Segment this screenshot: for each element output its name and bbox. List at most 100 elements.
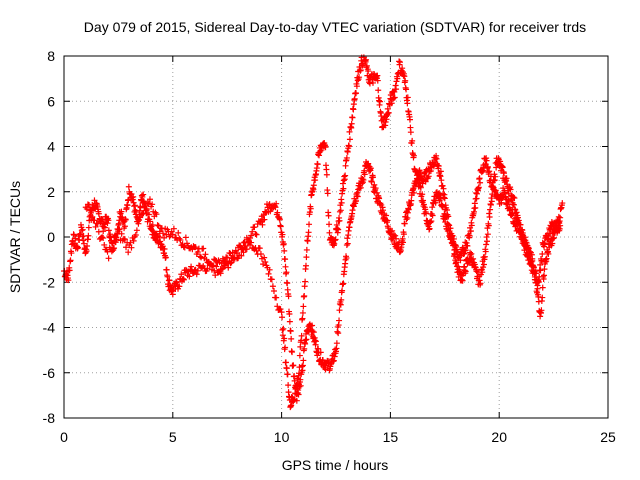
data-point	[262, 209, 269, 216]
data-point	[282, 344, 289, 351]
data-point	[281, 247, 288, 254]
data-point	[71, 232, 78, 239]
data-point	[317, 349, 324, 356]
data-point	[286, 318, 293, 325]
data-point	[404, 214, 411, 221]
data-point	[393, 235, 400, 242]
data-point	[125, 183, 132, 190]
data-point	[541, 266, 548, 273]
data-point	[326, 229, 333, 236]
data-point	[290, 362, 297, 369]
data-point	[298, 332, 305, 339]
data-point	[153, 211, 160, 218]
data-point	[422, 178, 429, 185]
data-point	[342, 162, 349, 169]
data-point	[426, 225, 433, 232]
data-point	[483, 241, 490, 248]
data-point	[374, 77, 381, 84]
y-tick-label: 4	[47, 139, 55, 155]
data-point	[87, 207, 94, 214]
data-point	[92, 223, 99, 230]
data-point	[178, 271, 185, 278]
data-point	[78, 227, 85, 234]
data-point	[323, 171, 330, 178]
data-point	[337, 207, 344, 214]
data-point	[261, 254, 268, 261]
data-point	[157, 238, 164, 245]
data-point	[402, 77, 409, 84]
data-point	[516, 228, 523, 235]
data-point	[497, 167, 504, 174]
data-point	[112, 239, 119, 246]
data-point	[379, 123, 386, 130]
data-point	[282, 256, 289, 263]
data-point	[94, 220, 101, 227]
data-point	[324, 190, 331, 197]
data-point	[455, 263, 462, 270]
data-point	[95, 228, 102, 235]
data-point	[154, 222, 161, 229]
data-point	[468, 222, 475, 229]
data-point	[555, 219, 562, 226]
data-point	[84, 243, 91, 250]
data-point	[156, 228, 163, 235]
data-point	[200, 245, 207, 252]
data-point	[116, 217, 123, 224]
data-point	[101, 241, 108, 248]
data-point	[344, 240, 351, 247]
data-point	[354, 77, 361, 84]
data-point	[353, 83, 360, 90]
data-point	[336, 307, 343, 314]
data-point	[307, 205, 314, 212]
data-point	[427, 219, 434, 226]
data-point	[505, 197, 512, 204]
data-point	[130, 193, 137, 200]
data-point	[387, 228, 394, 235]
data-point	[407, 129, 414, 136]
data-point	[336, 317, 343, 324]
data-point	[161, 234, 168, 241]
data-point	[555, 213, 562, 220]
data-point	[484, 163, 491, 170]
data-point	[336, 217, 343, 224]
data-point	[339, 287, 346, 294]
data-point	[533, 270, 540, 277]
data-point	[433, 155, 440, 162]
data-point	[481, 253, 488, 260]
data-point	[296, 352, 303, 359]
data-point	[256, 245, 263, 252]
data-point	[363, 56, 370, 63]
data-point	[194, 267, 201, 274]
data-point	[211, 267, 218, 274]
data-point	[399, 65, 406, 72]
data-point	[140, 191, 147, 198]
data-point	[193, 271, 200, 278]
data-point	[457, 257, 464, 264]
data-point	[299, 315, 306, 322]
data-point	[137, 214, 144, 221]
data-point	[385, 109, 392, 116]
y-axis-label: SDTVAR / TECUs	[7, 181, 23, 293]
data-point	[105, 227, 112, 234]
data-point	[365, 68, 372, 75]
data-point	[486, 168, 493, 175]
data-point	[161, 245, 168, 252]
data-point	[480, 264, 487, 271]
data-point	[538, 307, 545, 314]
data-point	[281, 335, 288, 342]
data-point	[232, 248, 239, 255]
data-point	[537, 261, 544, 268]
data-point	[192, 244, 199, 251]
data-point	[375, 87, 382, 94]
data-point	[228, 259, 235, 266]
data-point	[435, 162, 442, 169]
data-point	[128, 244, 135, 251]
data-point	[404, 94, 411, 101]
data-point	[279, 314, 286, 321]
data-point	[376, 98, 383, 105]
data-point	[526, 251, 533, 258]
data-point	[410, 189, 417, 196]
data-point	[257, 251, 264, 258]
data-point	[539, 294, 546, 301]
data-point	[343, 242, 350, 249]
